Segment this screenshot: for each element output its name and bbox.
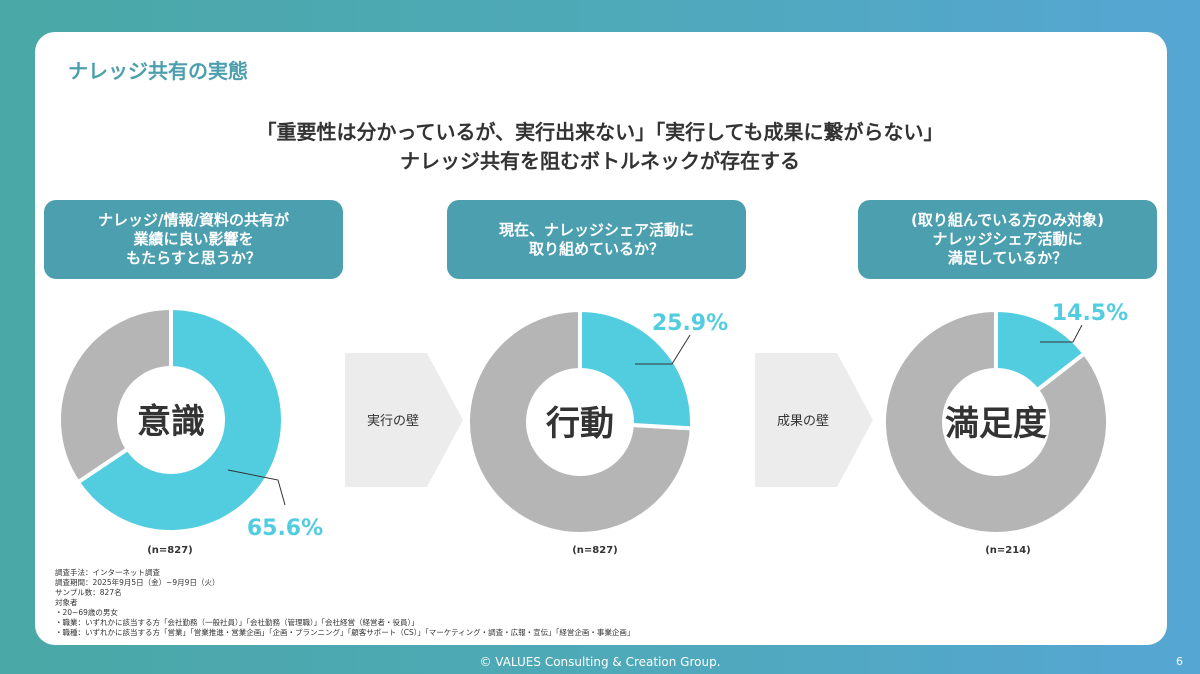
arrow-results-wall <box>755 353 873 487</box>
survey-notes: 調査手法：インターネット調査 調査期間：2025年9月5日（金）~9月9日（火）… <box>55 568 634 638</box>
note-line: 調査手法：インターネット調査 <box>55 568 160 577</box>
arrow-label: 成果の壁 <box>777 414 829 429</box>
donut-center-label: 行動 <box>546 404 614 444</box>
donut-center-label: 満足度 <box>945 404 1047 444</box>
leader-line <box>1040 324 1083 343</box>
arrow-label: 実行の壁 <box>367 413 419 429</box>
donut-value-label: 14.5% <box>1052 301 1128 326</box>
donut-slice-rest <box>57 305 173 486</box>
headline-line-1: 「重要性は分かっているが、実行出来ない」「実行しても成果に繋がらない」 <box>256 120 944 144</box>
note-line: ・職業：いずれかに該当する方「会社勤務（一般社員）」「会社勤務（管理職）」「会社… <box>55 618 419 627</box>
page-number: 6 <box>1176 655 1183 668</box>
donut-slice-rest <box>882 307 1110 536</box>
donut-slice-value <box>994 307 1088 393</box>
donut-slice-value <box>75 305 285 534</box>
donut-center-label: 意識 <box>137 402 205 442</box>
leader-line <box>227 469 286 506</box>
note-line: サンプル数：827名 <box>55 588 122 597</box>
question-box-awareness: ナレッジ/情報/資料の共有が 業績に良い影響を もたらすと思うか？ <box>44 200 343 279</box>
donut-value-label: 25.9% <box>652 311 728 336</box>
note-line: 対象者 <box>55 598 78 607</box>
sample-size-1: (n=827) <box>147 545 193 556</box>
note-line: ・20~69歳の男女 <box>55 608 118 617</box>
question-box-action: 現在、ナレッジシェア活動に 取り組めているか？ <box>447 200 746 279</box>
slide-title: ナレッジ共有の実態 <box>68 59 248 83</box>
donut-value-label: 65.6% <box>247 516 323 541</box>
note-line: ・職種：いずれかに該当する方「営業」「営業推進・営業企画」「企画・プランニング」… <box>55 628 635 637</box>
leader-line <box>635 334 691 365</box>
question-box-satisfaction: (取り組んでいる方のみ対象) ナレッジシェア活動に 満足しているか？ <box>858 200 1157 279</box>
headline-line-2: ナレッジ共有を阻むボトルネックが存在する <box>400 149 800 173</box>
headline: 「重要性は分かっているが、実行出来ない」「実行しても成果に繋がらない」 ナレッジ… <box>0 118 1200 176</box>
arrow-execution-wall <box>345 353 463 487</box>
sample-size-2: (n=827) <box>572 545 618 556</box>
donut-slice-rest <box>466 307 694 536</box>
copyright-footer: © VALUES Consulting & Creation Group. <box>479 655 721 669</box>
sample-size-3: (n=214) <box>985 545 1031 556</box>
donut-slice-value <box>578 307 694 431</box>
note-line: 調査期間：2025年9月5日（金）~9月9日（火） <box>55 578 220 587</box>
